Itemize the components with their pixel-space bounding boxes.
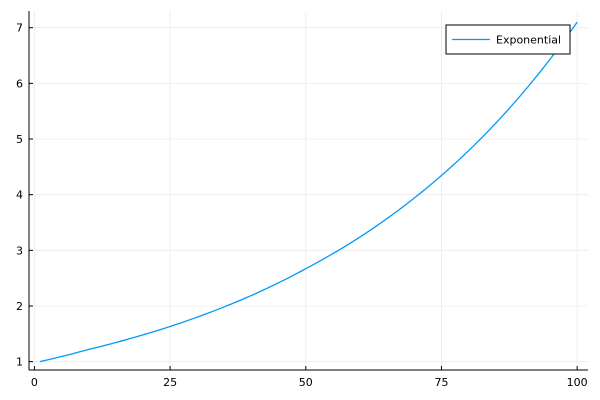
series-layer — [39, 21, 578, 363]
x-tick-label: 100 — [567, 376, 588, 389]
x-tick-label: 0 — [31, 376, 38, 389]
y-tick-label: 2 — [16, 300, 23, 313]
series-line-exponential — [39, 21, 578, 363]
tick-labels: 0 25 50 75 100 1 2 3 4 5 6 7 — [16, 22, 588, 389]
grid-lines — [29, 11, 588, 370]
y-tick-label: 5 — [16, 133, 23, 146]
x-tick-label: 25 — [163, 376, 177, 389]
axes — [28, 11, 588, 371]
y-tick-label: 7 — [16, 22, 23, 35]
y-tick-label: 3 — [16, 244, 23, 257]
y-tick-label: 6 — [16, 77, 23, 90]
legend: Exponential — [445, 24, 571, 55]
y-tick-label: 4 — [16, 189, 23, 202]
legend-label: Exponential — [496, 34, 561, 47]
y-tick-label: 1 — [16, 356, 23, 369]
x-tick-label: 50 — [299, 376, 313, 389]
x-tick-label: 75 — [434, 376, 448, 389]
